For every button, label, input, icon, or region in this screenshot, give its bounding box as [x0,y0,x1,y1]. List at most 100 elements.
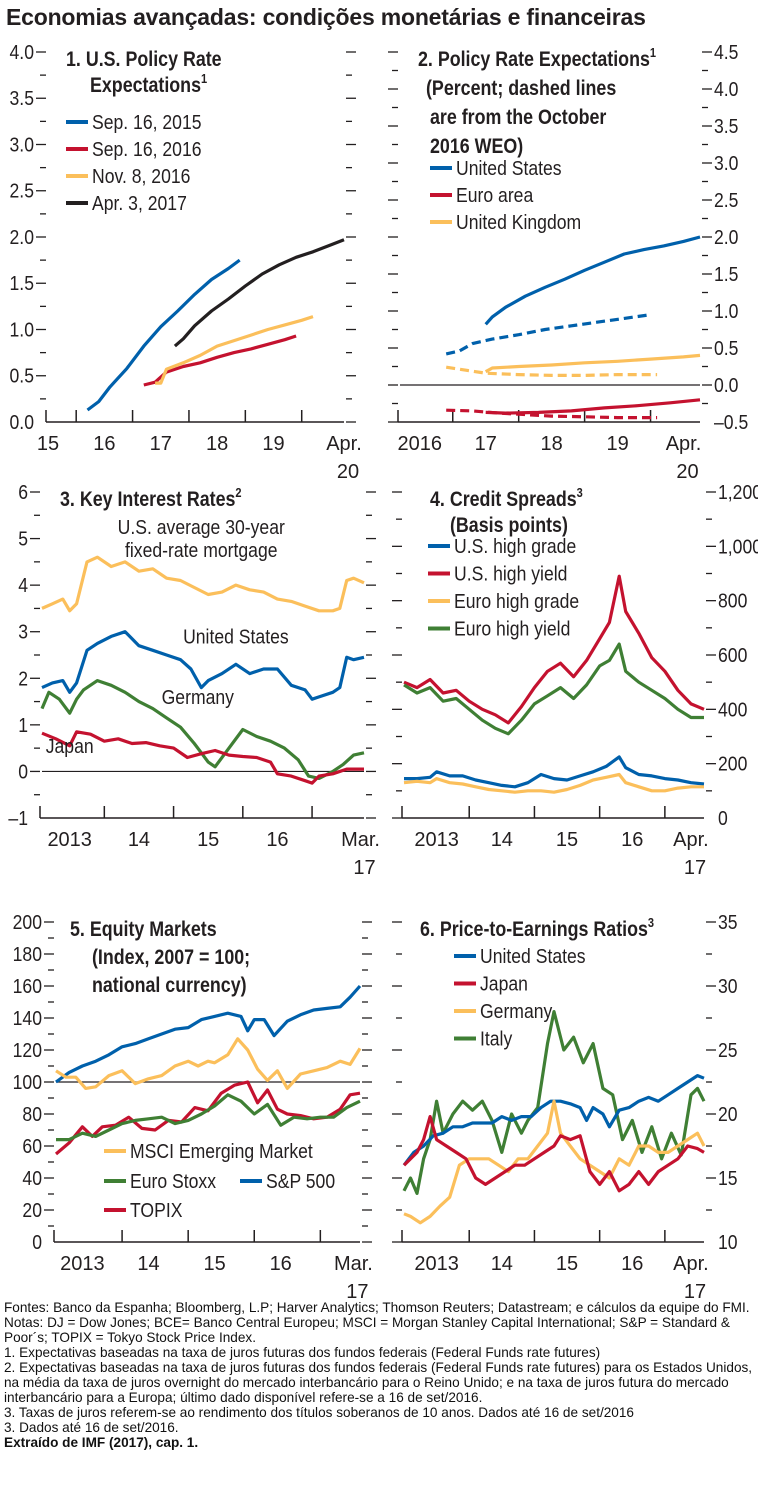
x-tick-label-line2: 20 [337,461,359,483]
x-tick-label: 16 [93,433,115,455]
series-line-msci-emerging-market [55,1037,362,1090]
chart-svg: 10 15 20 25 30 35 2013 14 15 16 Apr. 17 6. Price-to-… [392,911,738,1303]
y-tick-label: 3.5 [714,115,738,137]
series-line-united-kingdom-oct-2016-weo [445,365,658,377]
series-line-euro-area-oct-2016-weo [446,408,658,420]
y-tick-label: 0 [32,1231,42,1253]
legend-label: S&P 500 [266,1170,335,1192]
x-tick-label: 15 [197,829,219,851]
x-tick-label: 15 [203,1253,225,1275]
y-tick-label: 0.5 [714,337,738,359]
panel-1-us-policy-rate-expectations: 0.0 0.5 1.0 1.5 2.0 2.5 3.0 3.5 4.0 15 16 17 18 19 Apr… [0,40,378,483]
x-tick-label: Mar. [334,1253,373,1275]
panel-title-line: national currency) [92,974,247,998]
y-tick-label: 1.5 [10,272,34,294]
footnote-3a: 3. Taxas de juros referem-se ao rendimen… [4,1405,634,1420]
panel-title-line: 1. U.S. Policy Rate [66,48,222,72]
panel-2-policy-rate-expectations: –0.5 0.0 0.5 1.0 1.5 2.0 2.5 3.0 3.5 4.0 4.5 2016 17… [378,40,758,483]
legend-label: Euro high yield [454,617,570,639]
y-tick-label: 2.5 [10,180,34,202]
x-tick-label: Apr. [673,829,709,851]
legend-label: Apr. 3, 2017 [92,192,187,214]
x-tick-label: 14 [491,1253,513,1275]
x-tick-label: 14 [491,829,513,851]
y-tick-label: 3.0 [10,133,34,155]
x-tick-label: Apr. [326,433,362,455]
series-annotation: U.S. average 30-year [118,516,285,538]
y-tick-label: 600 [718,644,747,666]
series-line-euro-high-grade [403,772,704,794]
panel-6-price-to-earnings-ratios: 10 15 20 25 30 35 2013 14 15 16 Apr. 17 6. Price-to-… [378,910,758,1303]
legend-label: TOPIX [130,1199,183,1221]
legend: United States Japan Germany Italy [454,945,586,1050]
y-tick-label: 0 [18,760,28,782]
panel-title-line: are from the October [430,106,607,130]
chart-svg: 0 200 400 600 800 1,000 1,200 2013 14 15 16 Apr. 17 4… [392,481,758,879]
x-tick-label: 17 [150,433,172,455]
panel-3-key-interest-rates: –1 0 1 2 3 4 5 6 2013 14 15 16 Mar. 17 3. Key Interest… [0,478,380,898]
panel-title-line: (Index, 2007 = 100; [92,946,250,970]
footnotes: Fontes: Banco da Espanha; Bloomberg, L.P… [4,1300,756,1450]
panel-title-line: 2. Policy Rate Expectations1 [418,45,656,71]
series-line-u-s-high-yield [403,574,705,725]
x-tick-label: 2016 [398,433,443,455]
y-tick-label: 4.5 [714,41,738,63]
legend-label: United States [480,945,586,967]
chart-svg: –1 0 1 2 3 4 5 6 2013 14 15 16 Mar. 17 3. Key Interest… [8,481,380,879]
y-tick-label: 15 [718,1167,738,1189]
x-tick-label: 15 [556,1253,578,1275]
y-tick-label: 3.5 [10,87,34,109]
x-tick-label: 18 [541,433,563,455]
series-line-sep-16-2016 [143,334,297,387]
y-tick-label: –0.5 [714,411,748,433]
panel-5-equity-markets: 0 20 40 60 80 100 120 140 160 180 200 2013 14 15 16 Mar… [0,910,378,1303]
legend-label: Sep. 16, 2015 [92,111,202,133]
x-tick-label: 14 [128,829,150,851]
x-tick-label-line2: 17 [353,857,375,879]
y-tick-label: –1 [8,807,28,829]
series-line-apr-3-2017 [173,238,345,348]
x-tick-label: 2013 [414,829,459,851]
x-tick-label: Apr. [666,433,702,455]
legend-label: Nov. 8, 2016 [92,165,190,187]
series-line-united-states [41,630,365,701]
y-tick-label: 1,200 [718,481,758,503]
y-tick-label: 0.0 [714,374,738,396]
x-tick-label: 14 [137,1253,159,1275]
x-tick-label: Apr. [673,1253,709,1275]
x-tick-label: 2013 [47,829,92,851]
series-line-euro-area [485,398,701,415]
footnote-1: 1. Expectativas baseadas na taxa de juro… [4,1345,601,1360]
x-tick-label-line2: 17 [684,1281,706,1303]
legend-label: Euro Stoxx [130,1170,217,1192]
footnote-ref: 1 [201,71,207,86]
y-tick-label: 2.0 [714,226,738,248]
legend-label: U.S. high grade [454,535,576,557]
panel-title-line: 4. Credit Spreads3 [430,485,583,511]
y-tick-label: 2.0 [10,226,34,248]
legend: Sep. 16, 2015 Sep. 16, 2016 Nov. 8, 2016 Ap… [66,111,202,214]
series-line-united-states [402,1074,705,1167]
series-line-u-s-high-grade [404,755,705,789]
x-tick-label: 15 [556,829,578,851]
x-tick-label: 2013 [414,1253,459,1275]
x-tick-label: 16 [621,1253,643,1275]
x-tick-label: 16 [270,1253,292,1275]
footnote-sources: Fontes: Banco da Espanha; Bloomberg, L.P… [4,1300,750,1315]
y-tick-label: 1 [18,714,28,736]
series-annotation: Japan [46,735,94,757]
y-tick-label: 0 [718,807,728,829]
x-tick-label: 15 [37,433,59,455]
y-tick-label: 200 [13,911,42,933]
footnote-notes: Notas: DJ = Dow Jones; BCE= Banco Centra… [4,1315,730,1345]
series-line-sep-16-2015 [86,258,241,412]
legend-label: U.S. high yield [454,562,567,584]
series-line-united-states-oct-2016-weo [445,313,651,356]
y-tick-label: 800 [718,590,747,612]
series-annotation: Germany [162,686,235,708]
y-tick-label: 4.0 [10,41,34,63]
series-line-japan [402,1115,705,1193]
y-tick-label: 0.0 [10,411,34,433]
series-annotation: United States [183,625,289,647]
footnote-ref: 2 [235,485,241,500]
